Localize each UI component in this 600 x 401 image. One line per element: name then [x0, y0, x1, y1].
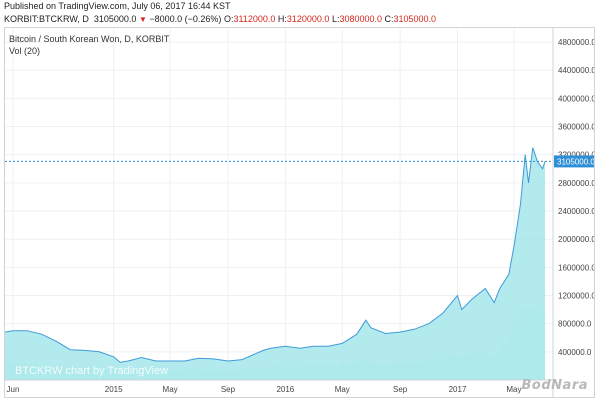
close-value: 3105000.0 — [393, 14, 437, 24]
price-change: −8000.0 (−0.26%) — [149, 14, 222, 24]
x-tick-label: May — [163, 385, 178, 394]
high-value: 3120000.0 — [286, 14, 330, 24]
close-label: C: — [384, 14, 394, 24]
y-tick-label: 400000.0 — [558, 348, 592, 357]
volume-indicator-label[interactable]: Vol (20) — [9, 46, 40, 56]
price-chart[interactable]: 400000.0 800000.0 1200000.0 1600000.0 200000… — [5, 28, 594, 397]
price-area — [5, 147, 545, 380]
high-label: H: — [277, 14, 287, 24]
y-tick-label: 3600000.0 — [558, 123, 594, 132]
chart-frame[interactable]: 400000.0 800000.0 1200000.0 1600000.0 200000… — [4, 27, 595, 398]
y-tick-label: 4400000.0 — [558, 66, 594, 75]
y-tick-label: 2400000.0 — [558, 207, 594, 216]
last-price-badge-label: 3105000.0 — [557, 157, 594, 166]
last-price: 3105000.0 — [93, 14, 137, 24]
x-tick-label: Jun — [7, 385, 20, 394]
area-layer — [5, 147, 546, 380]
y-tick-label: 1200000.0 — [558, 292, 594, 301]
ticker-line: KORBIT:BTCKRW, D 3105000.0 ▼ −8000.0 (−0… — [4, 14, 436, 24]
bodnara-logo: BodNara — [521, 378, 588, 393]
x-tick-label: 2015 — [105, 385, 123, 394]
low-label: L: — [331, 14, 340, 24]
y-tick-label: 3200000.0 — [558, 151, 594, 160]
y-tick-label: 2800000.0 — [558, 179, 594, 188]
y-tick-label: 2000000.0 — [558, 235, 594, 244]
x-tick-label: May — [335, 385, 350, 394]
published-line: Published on TradingView.com, July 06, 2… — [4, 1, 231, 11]
x-tick-label: Sep — [221, 385, 236, 394]
axis-layer: 400000.0 800000.0 1200000.0 1600000.0 200000… — [5, 28, 594, 397]
y-tick-label: 4800000.0 — [558, 38, 594, 47]
low-value: 3080000.0 — [339, 14, 382, 24]
x-tick-label: May — [506, 385, 521, 394]
y-tick-label: 800000.0 — [558, 320, 592, 329]
y-tick-label: 1600000.0 — [558, 263, 594, 272]
price-line — [5, 147, 546, 363]
down-arrow-icon: ▼ — [138, 15, 147, 24]
grid-layer — [5, 28, 553, 380]
chart-title: Bitcoin / South Korean Won, D, KORBIT — [9, 34, 170, 44]
tradingview-watermark: BTCKRW chart by TradingView — [15, 365, 168, 377]
open-label: O: — [223, 14, 234, 24]
y-tick-label: 4000000.0 — [558, 94, 594, 103]
x-tick-label: Sep — [393, 385, 408, 394]
symbol-label[interactable]: KORBIT:BTCKRW, D — [4, 14, 89, 24]
x-tick-label: 2016 — [276, 385, 294, 394]
open-value: 3112000.0 — [233, 14, 276, 24]
last-price-badge — [554, 155, 594, 168]
x-tick-label: 2017 — [449, 385, 467, 394]
